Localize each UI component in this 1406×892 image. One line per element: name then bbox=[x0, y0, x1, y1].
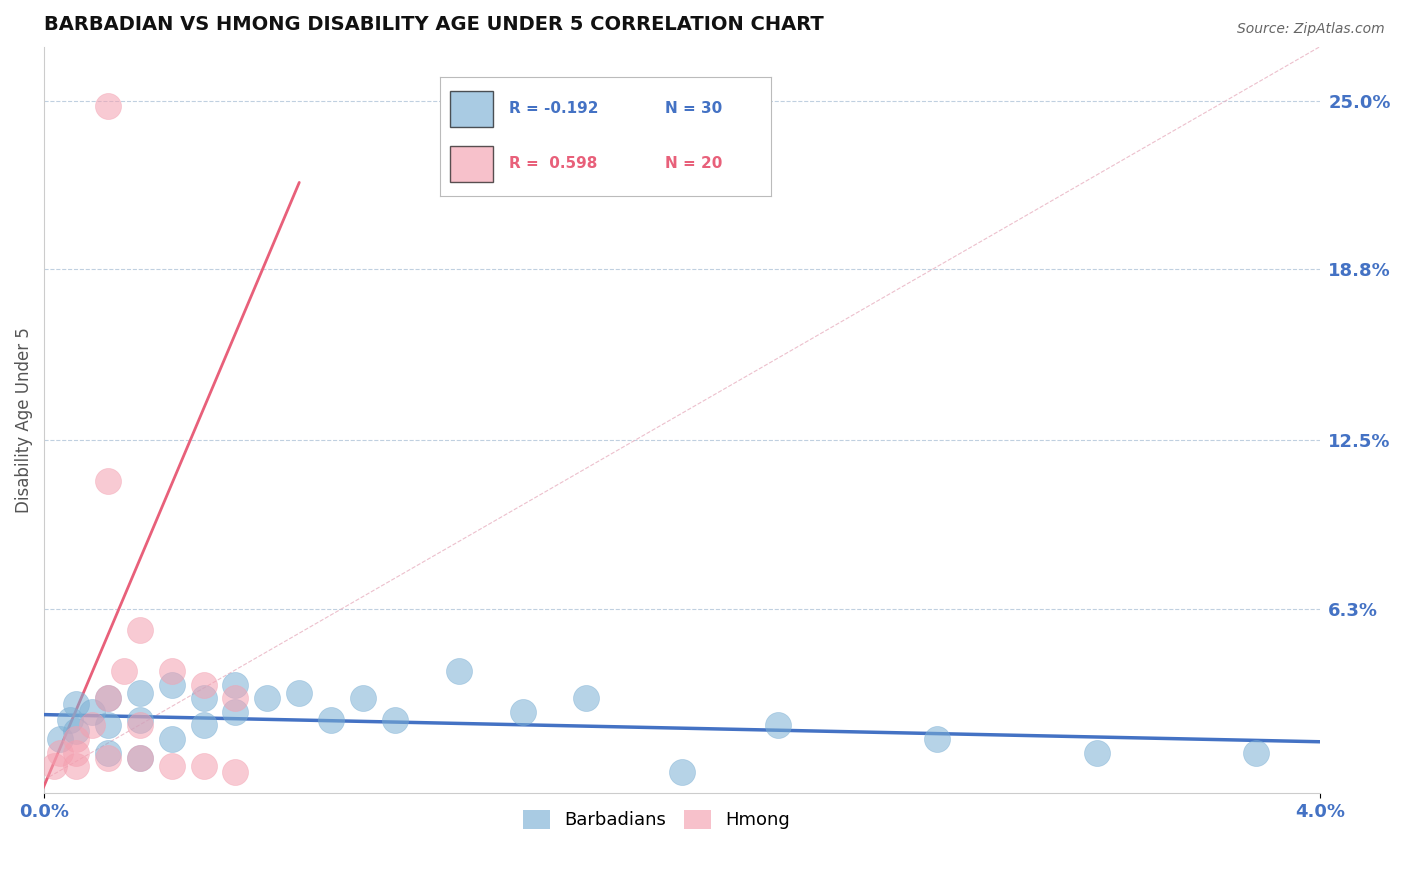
Point bbox=[128, 686, 150, 700]
Point bbox=[193, 691, 215, 706]
Point bbox=[160, 678, 183, 692]
Point bbox=[193, 678, 215, 692]
Point bbox=[160, 664, 183, 678]
Point bbox=[97, 691, 120, 706]
Point bbox=[128, 751, 150, 765]
Point bbox=[80, 718, 103, 732]
Text: BARBADIAN VS HMONG DISABILITY AGE UNDER 5 CORRELATION CHART: BARBADIAN VS HMONG DISABILITY AGE UNDER … bbox=[44, 15, 824, 34]
Point bbox=[97, 746, 120, 760]
Point bbox=[160, 759, 183, 773]
Point bbox=[575, 691, 598, 706]
Point bbox=[224, 691, 246, 706]
Point bbox=[97, 718, 120, 732]
Point bbox=[65, 723, 87, 738]
Point bbox=[65, 746, 87, 760]
Point bbox=[671, 764, 693, 779]
Point bbox=[1244, 746, 1267, 760]
Point bbox=[97, 99, 120, 113]
Point bbox=[128, 624, 150, 638]
Point bbox=[80, 705, 103, 719]
Point bbox=[128, 718, 150, 732]
Point bbox=[97, 691, 120, 706]
Point bbox=[256, 691, 278, 706]
Point bbox=[42, 759, 65, 773]
Point bbox=[224, 678, 246, 692]
Legend: Barbadians, Hmong: Barbadians, Hmong bbox=[516, 803, 797, 837]
Point bbox=[112, 664, 135, 678]
Point bbox=[128, 713, 150, 727]
Point bbox=[766, 718, 789, 732]
Point bbox=[193, 759, 215, 773]
Point bbox=[288, 686, 311, 700]
Point bbox=[1085, 746, 1108, 760]
Point bbox=[224, 764, 246, 779]
Point bbox=[352, 691, 374, 706]
Point bbox=[65, 697, 87, 711]
Point bbox=[97, 474, 120, 488]
Text: Source: ZipAtlas.com: Source: ZipAtlas.com bbox=[1237, 22, 1385, 37]
Point bbox=[97, 751, 120, 765]
Point bbox=[384, 713, 406, 727]
Point bbox=[65, 759, 87, 773]
Point bbox=[447, 664, 470, 678]
Point bbox=[224, 705, 246, 719]
Y-axis label: Disability Age Under 5: Disability Age Under 5 bbox=[15, 327, 32, 513]
Point bbox=[160, 732, 183, 747]
Point bbox=[49, 746, 72, 760]
Point bbox=[193, 718, 215, 732]
Point bbox=[321, 713, 343, 727]
Point bbox=[49, 732, 72, 747]
Point bbox=[927, 732, 949, 747]
Point bbox=[59, 713, 82, 727]
Point bbox=[512, 705, 534, 719]
Point bbox=[128, 751, 150, 765]
Point bbox=[65, 732, 87, 747]
